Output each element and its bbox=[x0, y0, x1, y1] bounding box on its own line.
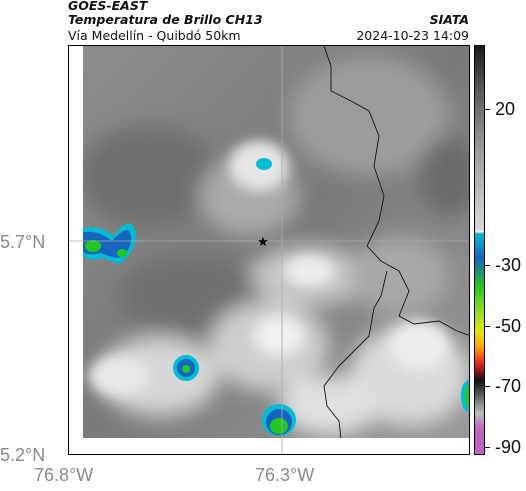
lon-tick-label: 76.3°W bbox=[255, 465, 315, 485]
lat-tick-label: 5.7°N bbox=[0, 232, 46, 252]
convective-cell-north bbox=[256, 158, 272, 170]
timestamp-label: 2024-10-23 14:09 bbox=[356, 28, 469, 43]
colorbar-tick bbox=[485, 326, 490, 327]
satellite-source: GOES-EAST bbox=[68, 0, 148, 13]
convective-cell-east bbox=[461, 380, 469, 412]
brightness-temperature-image: ★ bbox=[69, 46, 469, 454]
convective-cell-west bbox=[83, 223, 136, 264]
lat-tick-label: 5.2°N bbox=[0, 445, 46, 465]
colorbar-tick bbox=[485, 386, 490, 387]
lon-tick-label: 76.8°W bbox=[34, 465, 94, 485]
organization-label: SIATA bbox=[429, 12, 469, 27]
colorbar-tick bbox=[485, 447, 490, 448]
colorbar-tick bbox=[485, 265, 490, 266]
reference-star-icon: ★ bbox=[257, 234, 269, 249]
colorbar-tick bbox=[485, 109, 490, 110]
colorbar-label: -30 bbox=[495, 255, 522, 275]
convective-cell-south bbox=[173, 355, 296, 436]
region-subtitle: Vía Medellín - Quibdó 50km bbox=[68, 28, 241, 43]
colorbar bbox=[474, 45, 485, 455]
colorbar-label: -90 bbox=[495, 437, 522, 457]
colorbar-label: -50 bbox=[495, 316, 522, 336]
colorbar-label: 20 bbox=[495, 99, 516, 119]
admin-border bbox=[323, 46, 469, 439]
colorbar-label: -70 bbox=[495, 376, 522, 396]
product-title: Temperatura de Brillo CH13 bbox=[68, 12, 263, 27]
satellite-map[interactable]: ★ bbox=[68, 45, 470, 455]
